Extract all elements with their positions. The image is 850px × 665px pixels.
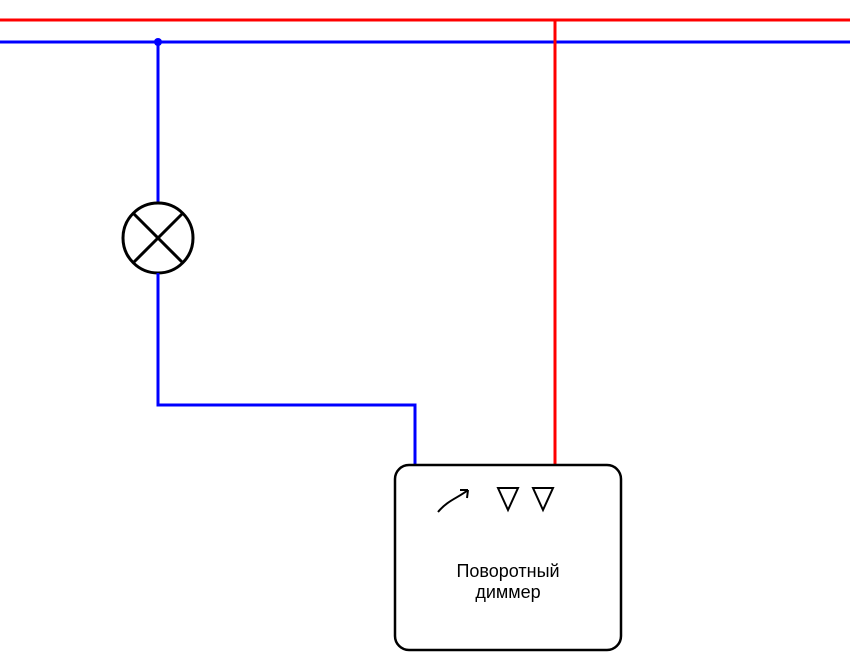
wiring-diagram: Поворотный диммер [0, 0, 850, 665]
dimmer-label-line2: диммер [475, 582, 540, 602]
lamp-symbol [123, 203, 193, 273]
dimmer-box [395, 465, 621, 650]
dimmer-label-line1: Поворотный [456, 561, 559, 581]
lamp-to-dimmer-wire [158, 273, 415, 473]
